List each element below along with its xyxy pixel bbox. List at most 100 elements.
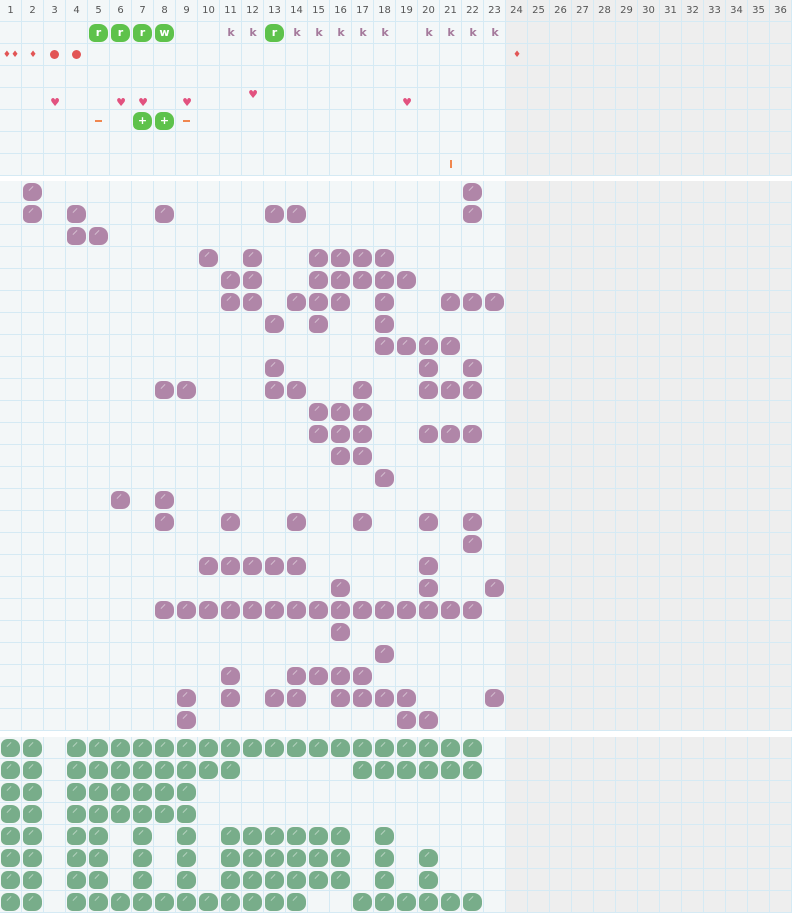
grid-cell[interactable] — [374, 379, 396, 401]
grid-cell[interactable] — [594, 577, 616, 599]
grid-cell[interactable] — [242, 401, 264, 423]
grid-cell[interactable] — [308, 709, 330, 731]
grid-cell[interactable] — [264, 132, 286, 154]
grid-cell[interactable] — [682, 66, 704, 88]
grid-cell[interactable] — [352, 709, 374, 731]
purple-tile[interactable] — [331, 667, 350, 685]
purple-tile[interactable] — [441, 425, 460, 443]
grid-cell[interactable] — [374, 132, 396, 154]
grid-cell[interactable] — [66, 66, 88, 88]
grid-cell[interactable] — [44, 110, 66, 132]
grid-cell[interactable] — [176, 22, 198, 44]
grid-cell[interactable] — [660, 269, 682, 291]
purple-tile[interactable] — [89, 227, 108, 245]
purple-tile[interactable] — [375, 315, 394, 333]
grid-cell[interactable] — [550, 781, 572, 803]
grid-cell[interactable] — [616, 203, 638, 225]
grid-cell[interactable] — [44, 88, 66, 110]
grid-cell[interactable] — [330, 759, 352, 781]
grid-cell[interactable] — [66, 247, 88, 269]
grid-cell[interactable] — [462, 489, 484, 511]
grid-cell[interactable] — [154, 643, 176, 665]
sage-tile[interactable] — [133, 871, 152, 889]
grid-cell[interactable] — [154, 357, 176, 379]
sage-tile[interactable] — [111, 893, 130, 911]
sage-tile[interactable] — [331, 871, 350, 889]
grid-cell[interactable] — [110, 709, 132, 731]
grid-cell[interactable] — [506, 44, 528, 66]
grid-cell[interactable] — [682, 154, 704, 176]
sage-tile[interactable] — [23, 761, 42, 779]
sage-tile[interactable] — [221, 827, 240, 845]
grid-cell[interactable] — [704, 869, 726, 891]
grid-cell[interactable] — [176, 225, 198, 247]
grid-cell[interactable] — [352, 533, 374, 555]
grid-cell[interactable] — [528, 665, 550, 687]
grid-cell[interactable] — [396, 110, 418, 132]
grid-cell[interactable] — [286, 423, 308, 445]
grid-cell[interactable] — [572, 247, 594, 269]
grid-cell[interactable] — [770, 313, 792, 335]
grid-cell[interactable] — [616, 891, 638, 913]
grid-cell[interactable] — [638, 247, 660, 269]
grid-cell[interactable] — [396, 357, 418, 379]
grid-cell[interactable] — [594, 357, 616, 379]
grid-cell[interactable] — [594, 665, 616, 687]
grid-cell[interactable] — [44, 737, 66, 759]
grid-cell[interactable] — [682, 467, 704, 489]
grid-cell[interactable] — [550, 22, 572, 44]
grid-cell[interactable] — [616, 781, 638, 803]
grid-cell[interactable] — [682, 379, 704, 401]
grid-cell[interactable] — [594, 869, 616, 891]
grid-cell[interactable] — [726, 313, 748, 335]
grid-cell[interactable] — [198, 423, 220, 445]
grid-cell[interactable] — [748, 869, 770, 891]
grid-cell[interactable] — [660, 445, 682, 467]
grid-cell[interactable] — [440, 66, 462, 88]
grid-cell[interactable] — [132, 643, 154, 665]
grid-cell[interactable] — [594, 533, 616, 555]
grid-cell[interactable] — [770, 869, 792, 891]
grid-cell[interactable] — [154, 577, 176, 599]
grid-cell[interactable] — [242, 379, 264, 401]
grid-cell[interactable] — [528, 737, 550, 759]
grid-cell[interactable] — [176, 665, 198, 687]
grid-cell[interactable] — [374, 511, 396, 533]
grid-cell[interactable] — [154, 869, 176, 891]
grid-cell[interactable] — [660, 869, 682, 891]
grid-cell[interactable] — [462, 825, 484, 847]
grid-cell[interactable] — [704, 44, 726, 66]
grid-cell[interactable] — [550, 599, 572, 621]
grid-cell[interactable] — [550, 445, 572, 467]
grid-cell[interactable] — [110, 291, 132, 313]
purple-tile[interactable] — [331, 601, 350, 619]
grid-cell[interactable] — [286, 247, 308, 269]
grid-cell[interactable] — [110, 132, 132, 154]
grid-cell[interactable] — [286, 803, 308, 825]
grid-cell[interactable] — [638, 445, 660, 467]
grid-cell[interactable] — [352, 66, 374, 88]
grid-cell[interactable] — [132, 467, 154, 489]
purple-tile[interactable] — [67, 227, 86, 245]
grid-cell[interactable] — [770, 577, 792, 599]
grid-cell[interactable] — [418, 687, 440, 709]
grid-cell[interactable] — [396, 643, 418, 665]
grid-cell[interactable] — [242, 511, 264, 533]
grid-cell[interactable] — [308, 110, 330, 132]
grid-cell[interactable] — [352, 44, 374, 66]
sage-tile[interactable] — [23, 871, 42, 889]
purple-tile[interactable] — [375, 337, 394, 355]
grid-cell[interactable] — [462, 401, 484, 423]
grid-cell[interactable] — [770, 643, 792, 665]
grid-cell[interactable] — [286, 467, 308, 489]
grid-cell[interactable] — [660, 291, 682, 313]
grid-cell[interactable] — [88, 555, 110, 577]
purple-tile[interactable] — [221, 601, 240, 619]
grid-cell[interactable] — [704, 621, 726, 643]
grid-cell[interactable] — [506, 247, 528, 269]
sage-tile[interactable] — [89, 739, 108, 757]
grid-cell[interactable] — [154, 88, 176, 110]
grid-cell[interactable] — [308, 555, 330, 577]
grid-cell[interactable] — [638, 759, 660, 781]
grid-cell[interactable] — [154, 621, 176, 643]
